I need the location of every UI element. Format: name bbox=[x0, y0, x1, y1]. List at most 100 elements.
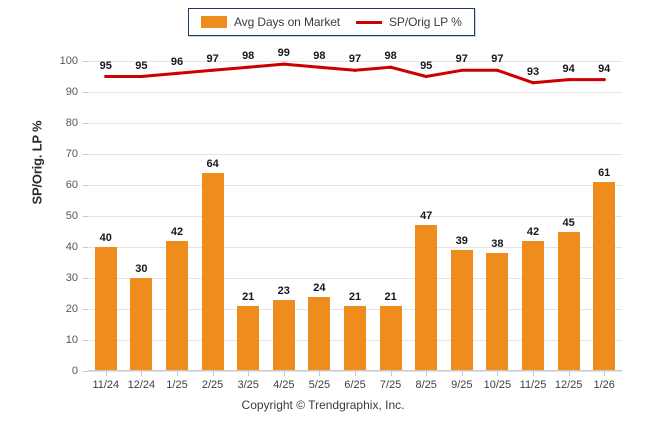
bar[interactable] bbox=[308, 296, 331, 371]
x-axis-tick-mark bbox=[355, 371, 356, 376]
bar[interactable] bbox=[522, 240, 544, 371]
x-axis-tick-label: 9/25 bbox=[451, 379, 473, 391]
bar[interactable] bbox=[130, 278, 153, 371]
bar-value-label: 21 bbox=[384, 290, 397, 303]
bar-value-label: 40 bbox=[99, 232, 112, 244]
bar-value-label: 47 bbox=[420, 210, 433, 223]
bar-value-label: 24 bbox=[313, 281, 326, 294]
gridline bbox=[88, 61, 622, 62]
bar[interactable] bbox=[415, 225, 438, 371]
line-point[interactable] bbox=[317, 65, 321, 69]
line-point[interactable] bbox=[460, 68, 464, 72]
bar[interactable] bbox=[166, 240, 188, 371]
bar[interactable] bbox=[272, 299, 295, 371]
x-axis-tick-label: 1/26 bbox=[593, 379, 615, 391]
y-axis-tick-label: 50 bbox=[65, 210, 78, 222]
x-axis-tick-mark bbox=[604, 371, 606, 376]
bar-value-label: 39 bbox=[455, 235, 468, 248]
y-axis-tick-label: 0 bbox=[71, 365, 78, 377]
bar[interactable] bbox=[486, 253, 509, 371]
y-axis-tick-mark bbox=[83, 185, 88, 186]
line-value-label: 98 bbox=[384, 50, 397, 63]
y-axis-tick-label: 70 bbox=[65, 148, 78, 160]
x-axis-tick-mark bbox=[461, 371, 463, 376]
bar-value-label: 30 bbox=[135, 263, 148, 275]
x-axis-tick-mark bbox=[497, 371, 499, 376]
bar-value-label: 42 bbox=[526, 225, 540, 238]
gridline bbox=[88, 247, 622, 248]
x-axis-tick-mark bbox=[212, 371, 214, 376]
line-value-label: 98 bbox=[313, 50, 326, 63]
bar[interactable] bbox=[94, 247, 117, 371]
line-point[interactable] bbox=[211, 68, 215, 72]
line-point[interactable] bbox=[104, 74, 108, 79]
gridline bbox=[88, 185, 622, 186]
copyright-footer: Copyright © Trendgraphix, Inc. bbox=[241, 398, 405, 412]
bar[interactable] bbox=[450, 250, 473, 371]
x-axis-tick-mark bbox=[105, 371, 107, 376]
line-value-label: 97 bbox=[348, 53, 362, 66]
x-axis-tick-mark bbox=[141, 371, 143, 376]
bar-value-label: 45 bbox=[562, 216, 575, 229]
legend-item-avg-days-on-market[interactable]: Avg Days on Market bbox=[201, 15, 340, 29]
line-value-label: 99 bbox=[277, 47, 290, 60]
x-axis-tick-label: 11/24 bbox=[92, 379, 120, 391]
x-axis-tick-mark bbox=[568, 371, 570, 376]
line-value-label: 95 bbox=[135, 59, 148, 72]
y-axis-tick-label: 20 bbox=[65, 303, 78, 315]
bar-value-label: 21 bbox=[348, 290, 362, 303]
line-point[interactable] bbox=[531, 81, 535, 85]
bar-value-label: 38 bbox=[491, 238, 504, 251]
bar[interactable] bbox=[237, 305, 260, 371]
y-axis-tick-mark bbox=[83, 278, 88, 279]
y-axis-tick-mark bbox=[83, 61, 88, 62]
bar[interactable] bbox=[379, 305, 402, 371]
x-axis-tick-label: 6/25 bbox=[344, 379, 366, 391]
x-axis-line bbox=[88, 370, 622, 371]
y-axis-tick-label: 90 bbox=[65, 86, 78, 98]
line-point[interactable] bbox=[567, 78, 571, 82]
line-markers bbox=[104, 62, 606, 85]
chart-legend: Avg Days on Market SP/Orig LP % bbox=[188, 8, 475, 36]
line-point[interactable] bbox=[389, 65, 393, 69]
line-point[interactable] bbox=[139, 74, 143, 79]
y-axis-tick-label: 10 bbox=[65, 334, 78, 346]
x-axis-tick-label: 10/25 bbox=[483, 379, 512, 391]
y-axis-tick-mark bbox=[83, 247, 88, 248]
line-point[interactable] bbox=[495, 68, 499, 72]
y-axis-tick-mark bbox=[83, 216, 88, 217]
bar[interactable] bbox=[593, 181, 616, 371]
x-axis-tick-mark bbox=[426, 371, 428, 376]
bar-swatch-icon bbox=[201, 16, 227, 28]
line-series bbox=[104, 62, 606, 85]
x-axis-tick-label: 11/25 bbox=[519, 379, 547, 391]
line-point[interactable] bbox=[246, 65, 250, 69]
line-value-label: 95 bbox=[420, 59, 433, 72]
line-point[interactable] bbox=[353, 68, 357, 72]
gridline bbox=[88, 216, 622, 217]
line-point[interactable] bbox=[282, 62, 286, 66]
x-axis-tick-label: 3/25 bbox=[237, 379, 259, 391]
bar[interactable] bbox=[344, 305, 366, 371]
line-point[interactable] bbox=[175, 71, 179, 75]
x-axis-tick-label: 12/25 bbox=[554, 379, 583, 391]
y-axis-tick-label: 40 bbox=[65, 241, 78, 253]
x-axis-tick-label: 4/25 bbox=[273, 379, 295, 391]
x-axis-tick-label: 7/25 bbox=[379, 379, 402, 391]
gridline bbox=[88, 92, 622, 93]
bar[interactable] bbox=[201, 172, 224, 371]
bar[interactable] bbox=[557, 231, 580, 371]
gridline bbox=[88, 154, 622, 155]
line-point[interactable] bbox=[602, 78, 606, 82]
bar-value-label: 42 bbox=[170, 225, 184, 238]
legend-item-label: SP/Orig LP % bbox=[389, 15, 462, 29]
line-point[interactable] bbox=[424, 74, 428, 79]
bar-value-label: 64 bbox=[206, 157, 219, 170]
bar-value-label: 61 bbox=[598, 166, 611, 179]
x-axis-tick-mark bbox=[533, 371, 534, 376]
x-axis-tick-label: 2/25 bbox=[201, 379, 224, 391]
legend-item-sp-orig-lp[interactable]: SP/Orig LP % bbox=[356, 15, 462, 29]
x-axis-tick-mark bbox=[248, 371, 250, 376]
x-axis-tick-mark bbox=[283, 371, 285, 376]
